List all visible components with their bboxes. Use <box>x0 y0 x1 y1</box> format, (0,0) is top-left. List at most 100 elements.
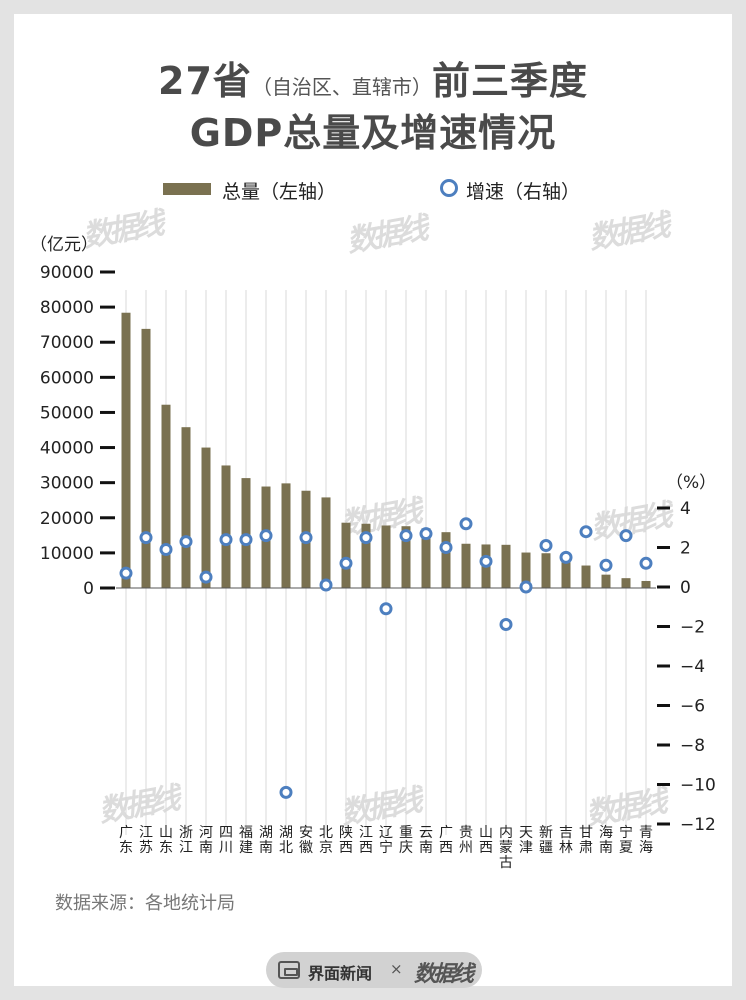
growth-point <box>459 517 473 531</box>
growth-point <box>299 531 313 545</box>
left-tick-label: 0 <box>83 579 94 599</box>
newspaper-icon <box>278 961 300 979</box>
legend-bar-label: 总量（左轴） <box>222 181 337 203</box>
growth-point <box>599 558 613 572</box>
footer-badge: 界面新闻 × 数据线 <box>266 952 482 988</box>
right-tick-label: −10 <box>680 776 716 796</box>
left-tick-label: 50000 <box>40 403 94 423</box>
category-label: 陕西 <box>339 825 353 856</box>
growth-point <box>339 556 353 570</box>
category-label: 江苏 <box>139 825 153 856</box>
category-label: 甘肃 <box>579 825 593 856</box>
bar <box>381 525 391 588</box>
bar <box>201 447 211 588</box>
footer-brand: 界面新闻 <box>308 964 373 983</box>
title-paren: （自治区、直辖市） <box>251 75 432 99</box>
bar <box>521 552 531 588</box>
category-label: 北京 <box>319 825 333 856</box>
bar <box>461 543 471 588</box>
growth-point <box>439 541 453 554</box>
category-label: 云南 <box>419 825 433 856</box>
growth-point <box>179 535 193 549</box>
growth-point <box>419 527 433 541</box>
category-label: 宁夏 <box>619 824 633 856</box>
bar <box>581 565 591 588</box>
bar <box>441 532 451 588</box>
footer-logo: 数据线 <box>414 962 474 987</box>
growth-point <box>219 533 233 547</box>
right-axis-label: （%） <box>666 473 716 493</box>
category-label: 辽宁 <box>379 825 393 856</box>
category-label: 天津 <box>519 825 533 856</box>
growth-point <box>159 542 173 556</box>
growth-point <box>479 554 493 568</box>
growth-point <box>559 550 573 564</box>
bar <box>501 544 511 588</box>
category-label: 山东 <box>159 825 173 856</box>
right-tick-label: 2 <box>680 539 691 559</box>
category-label: 河南 <box>199 825 213 856</box>
bar <box>141 328 151 588</box>
growth-point <box>239 533 253 547</box>
left-tick-label: 40000 <box>40 439 94 459</box>
bar <box>181 427 191 588</box>
right-tick-label: 0 <box>680 578 691 598</box>
bar <box>601 574 611 588</box>
category-label: 浙江 <box>179 825 193 856</box>
growth-point <box>539 539 553 553</box>
category-label: 青海 <box>639 825 653 856</box>
growth-point <box>259 529 273 543</box>
category-label: 安徽 <box>299 825 313 856</box>
category-label: 重庆 <box>399 825 413 856</box>
bar <box>621 578 631 588</box>
right-tick-label: −4 <box>680 657 705 677</box>
growth-point <box>279 785 293 799</box>
category-label: 广西 <box>439 825 453 856</box>
left-tick-label: 80000 <box>40 298 94 318</box>
growth-point <box>579 525 593 539</box>
right-tick-label: −6 <box>680 697 705 717</box>
growth-point <box>639 556 653 570</box>
data-source: 数据来源：各地统计局 <box>55 893 235 914</box>
category-label: 江西 <box>359 825 373 856</box>
legend-bar-swatch <box>163 183 211 195</box>
category-label: 山西 <box>479 825 493 856</box>
category-label: 四川 <box>219 825 233 856</box>
chart-plot: （亿元） 90000 80000 70000 60000 50000 40000 30000 2… <box>30 235 716 871</box>
left-tick-label: 60000 <box>40 368 94 388</box>
growth-point <box>399 529 413 543</box>
category-label: 新疆 <box>539 825 553 856</box>
growth-point <box>519 580 533 594</box>
chart-subtitle: GDP总量及增速情况 <box>189 111 557 155</box>
category-label: 湖北 <box>279 825 293 856</box>
bar <box>161 404 171 588</box>
growth-point <box>359 531 373 545</box>
left-tick-label: 30000 <box>40 474 94 494</box>
left-tick-label: 70000 <box>40 333 94 353</box>
category-label: 广东 <box>119 825 133 856</box>
category-label: 内蒙古 <box>499 825 513 871</box>
bar <box>281 483 291 588</box>
bar <box>421 528 431 588</box>
growth-point <box>619 529 633 543</box>
title-main: 27省 <box>158 59 252 103</box>
growth-point <box>199 570 213 584</box>
bar <box>221 465 231 588</box>
right-tick-label: −8 <box>680 736 705 756</box>
growth-point <box>499 618 513 632</box>
left-tick-label: 20000 <box>40 509 94 529</box>
category-label: 吉林 <box>559 825 573 856</box>
bar <box>121 312 131 588</box>
chart-title: 27省（自治区、直辖市）前三季度 <box>0 50 746 105</box>
category-label: 贵州 <box>459 825 473 856</box>
right-tick-label: −2 <box>680 618 705 638</box>
title-end: 前三季度 <box>431 59 588 103</box>
right-tick-label: 4 <box>680 499 691 519</box>
category-label: 海南 <box>599 825 613 856</box>
bar <box>321 497 331 588</box>
bar <box>241 478 251 588</box>
bar <box>401 526 411 588</box>
bar <box>361 523 371 588</box>
chart-card <box>14 14 732 986</box>
growth-point <box>379 602 393 616</box>
